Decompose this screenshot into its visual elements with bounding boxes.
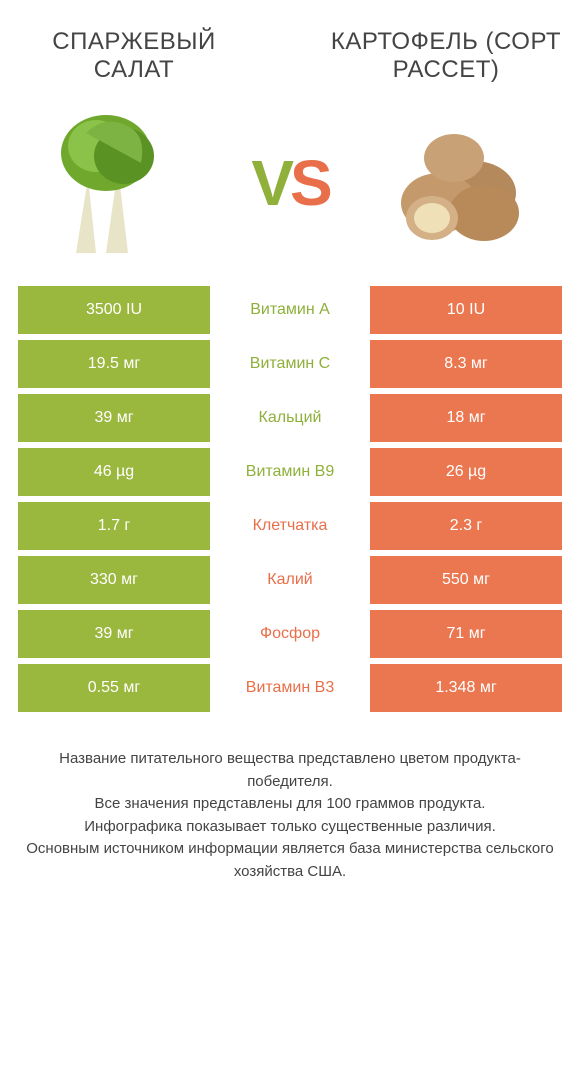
left-value: 46 µg <box>18 448 210 496</box>
nutrient-row: 39 мгФосфор71 мг <box>18 610 562 658</box>
nutrient-label: Витамин B3 <box>210 664 370 712</box>
nutrient-row: 3500 IUВитамин A10 IU <box>18 286 562 334</box>
vs-s: S <box>290 147 329 219</box>
nutrient-row: 39 мгКальций18 мг <box>18 394 562 442</box>
image-row: VS <box>18 108 562 258</box>
vs-label: VS <box>251 146 328 220</box>
nutrient-label: Калий <box>210 556 370 604</box>
right-food-image <box>384 108 534 258</box>
right-value: 18 мг <box>370 394 562 442</box>
vs-v: V <box>251 147 290 219</box>
footer-line-2: Все значения представлены для 100 граммо… <box>24 793 556 816</box>
footer-line-4: Основным источником информации является … <box>24 838 556 883</box>
footer-line-1: Название питательного вещества представл… <box>24 748 556 793</box>
left-value: 19.5 мг <box>18 340 210 388</box>
nutrient-row: 0.55 мгВитамин B31.348 мг <box>18 664 562 712</box>
nutrient-row: 1.7 гКлетчатка2.3 г <box>18 502 562 550</box>
left-value: 3500 IU <box>18 286 210 334</box>
left-value: 0.55 мг <box>18 664 210 712</box>
nutrient-label: Витамин A <box>210 286 370 334</box>
nutrient-label: Витамин B9 <box>210 448 370 496</box>
nutrient-row: 330 мгКалий550 мг <box>18 556 562 604</box>
left-value: 330 мг <box>18 556 210 604</box>
nutrient-label: Кальций <box>210 394 370 442</box>
nutrient-row: 46 µgВитамин B926 µg <box>18 448 562 496</box>
left-value: 1.7 г <box>18 502 210 550</box>
left-value: 39 мг <box>18 394 210 442</box>
left-food-image <box>46 108 196 258</box>
right-value: 1.348 мг <box>370 664 562 712</box>
titles-row: СПАРЖЕВЫЙ САЛАТ КАРТОФЕЛЬ (СОРТ РАССЕТ) <box>18 28 562 84</box>
nutrient-table: 3500 IUВитамин A10 IU 19.5 мгВитамин C8.3… <box>18 286 562 712</box>
nutrient-label: Фосфор <box>210 610 370 658</box>
left-value: 39 мг <box>18 610 210 658</box>
nutrient-label: Витамин C <box>210 340 370 388</box>
right-value: 8.3 мг <box>370 340 562 388</box>
nutrient-row: 19.5 мгВитамин C8.3 мг <box>18 340 562 388</box>
nutrient-label: Клетчатка <box>210 502 370 550</box>
right-value: 2.3 г <box>370 502 562 550</box>
right-value: 550 мг <box>370 556 562 604</box>
left-food-title: СПАРЖЕВЫЙ САЛАТ <box>18 28 250 84</box>
right-value: 71 мг <box>370 610 562 658</box>
footer-notes: Название питательного вещества представл… <box>18 748 562 883</box>
right-food-title: КАРТОФЕЛЬ (СОРТ РАССЕТ) <box>330 28 562 84</box>
right-value: 10 IU <box>370 286 562 334</box>
footer-line-3: Инфографика показывает только существенн… <box>24 816 556 839</box>
right-value: 26 µg <box>370 448 562 496</box>
